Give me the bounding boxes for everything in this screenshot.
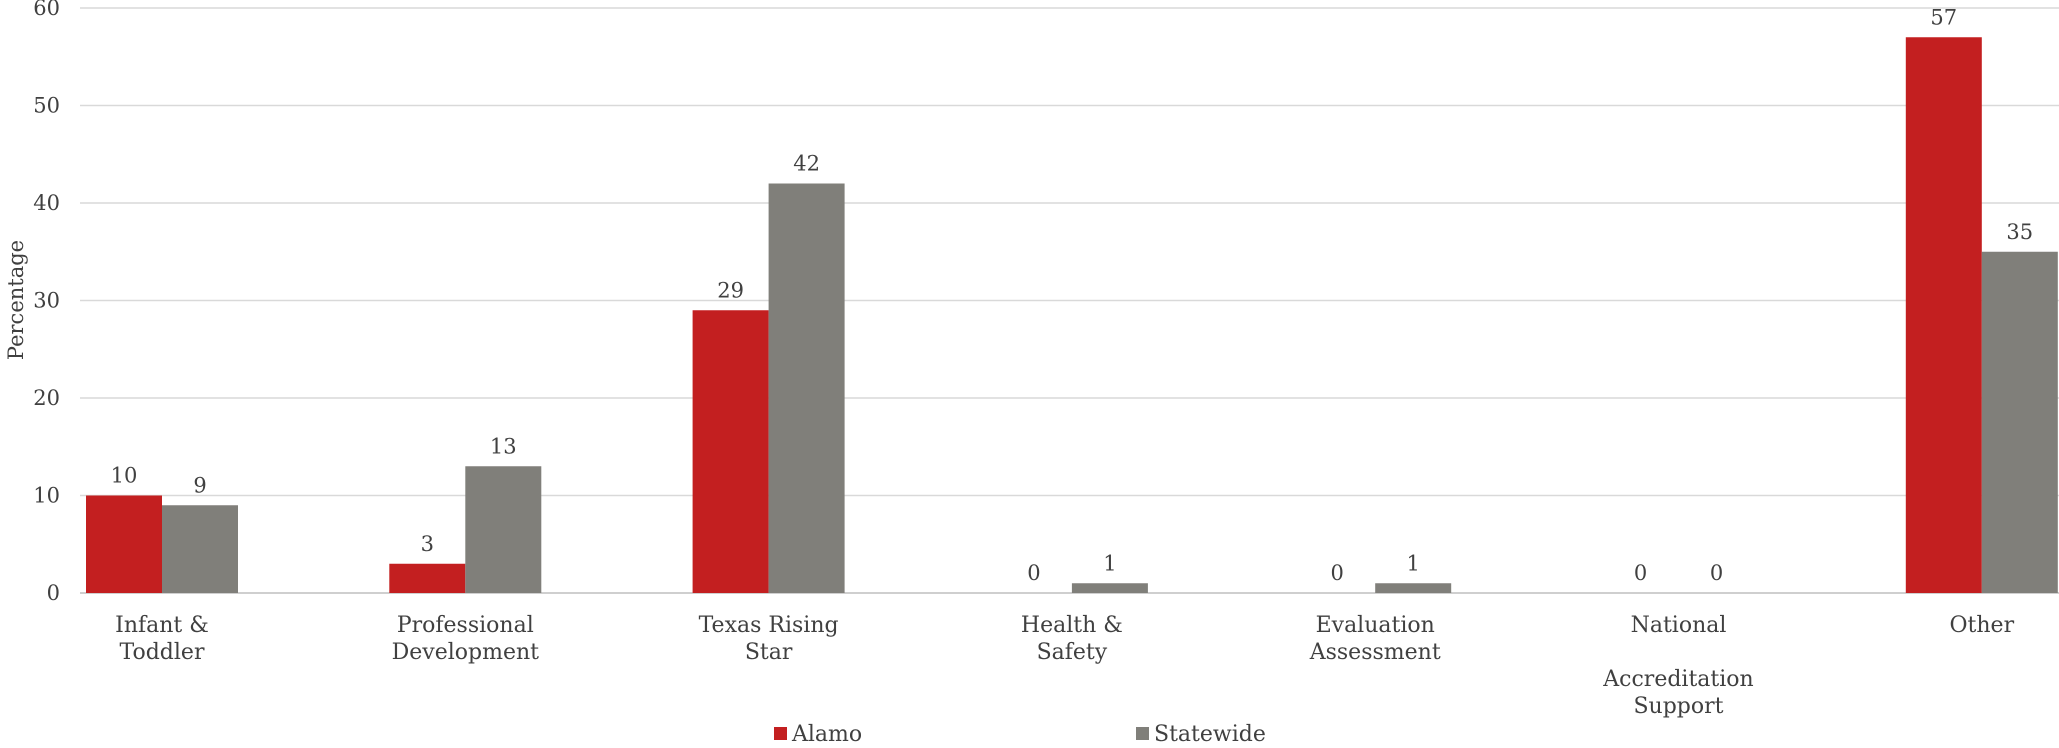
category-label: Infant &	[115, 613, 209, 638]
category-label: Star	[745, 640, 793, 665]
y-axis-ticks: 0 10 20 30 40 50 60	[33, 0, 60, 605]
category-label: National	[1631, 613, 1727, 638]
data-label-alamo: 57	[1930, 5, 1957, 29]
data-label-alamo: 29	[717, 278, 744, 302]
bar-statewide	[1981, 251, 2058, 593]
category-label: Development	[392, 640, 540, 665]
y-tick-label: 60	[33, 0, 60, 20]
y-tick-label: 20	[33, 386, 60, 410]
category-label: Other	[1950, 613, 2015, 638]
category-label: Support	[1633, 694, 1723, 719]
bar-alamo	[86, 495, 162, 593]
bar-statewide	[768, 183, 845, 593]
data-label-alamo: 10	[111, 464, 138, 488]
category-label: Safety	[1037, 640, 1108, 665]
data-label-statewide: 0	[1710, 561, 1723, 585]
bar-statewide	[162, 505, 238, 593]
y-tick-label: 10	[33, 484, 60, 508]
category-label: Health &	[1021, 613, 1123, 638]
category-label: Accreditation	[1602, 667, 1753, 692]
data-label-alamo: 0	[1027, 561, 1040, 585]
y-axis-title: Percentage	[4, 240, 28, 360]
category-label: Assessment	[1309, 640, 1441, 665]
y-tick-label: 40	[33, 191, 60, 215]
legend-label-statewide: Statewide	[1154, 722, 1266, 747]
category-label: Toddler	[120, 640, 205, 665]
legend-label-alamo: Alamo	[791, 722, 862, 747]
legend-swatch-statewide	[1136, 727, 1149, 740]
category-label: Evaluation	[1316, 613, 1435, 638]
data-label-statewide: 9	[193, 473, 206, 497]
bars	[86, 37, 2058, 593]
data-label-statewide: 1	[1103, 551, 1116, 575]
data-label-statewide: 13	[490, 434, 517, 458]
y-tick-label: 50	[33, 94, 60, 118]
bar-statewide	[1071, 583, 1148, 593]
bar-alamo	[692, 310, 769, 593]
y-tick-label: 30	[33, 289, 60, 313]
data-label-alamo: 0	[1634, 561, 1647, 585]
legend: Alamo Statewide	[774, 722, 1266, 747]
data-label-statewide: 35	[2006, 220, 2033, 244]
legend-swatch-alamo	[774, 727, 787, 740]
data-label-statewide: 1	[1407, 551, 1420, 575]
data-label-alamo: 0	[1331, 561, 1344, 585]
bar-alamo	[389, 563, 466, 593]
category-label: Texas Rising	[699, 613, 839, 638]
data-label-statewide: 42	[793, 152, 820, 176]
bar-statewide	[465, 466, 542, 593]
bar-statewide	[1375, 583, 1452, 593]
y-tick-label: 0	[47, 581, 60, 605]
data-label-alamo: 3	[421, 532, 434, 556]
category-label: Professional	[397, 613, 534, 638]
gridlines	[80, 7, 2059, 594]
bar-alamo	[1905, 37, 1982, 593]
